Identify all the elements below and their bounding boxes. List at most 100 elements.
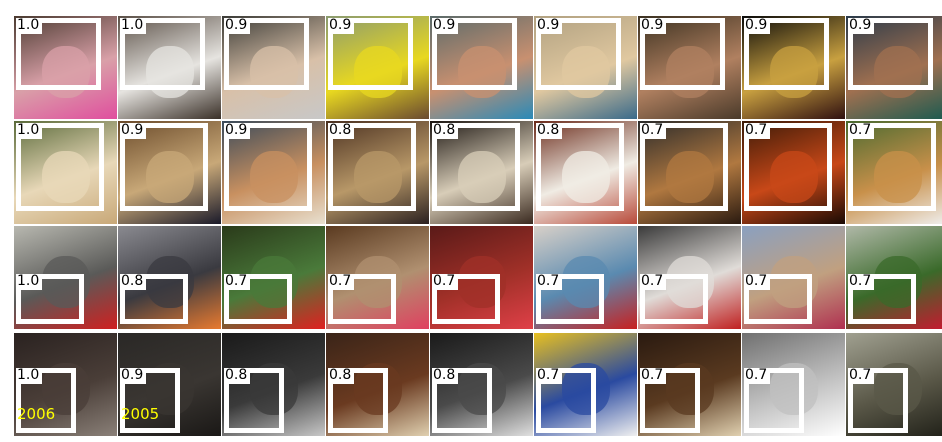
image-thumbnail: 0.7: [534, 226, 637, 329]
image-thumbnail: 0.7: [430, 226, 533, 329]
score-label: 1.0: [16, 368, 43, 384]
image-thumbnail: 0.7: [742, 121, 845, 224]
score-label: 0.8: [328, 123, 355, 139]
image-thumbnail: 0.7: [326, 226, 429, 329]
detection-box: [848, 123, 936, 211]
score-label: 0.7: [328, 274, 355, 290]
score-label: 0.7: [432, 274, 459, 290]
detection-box: [120, 368, 180, 433]
image-thumbnail: 0.8: [222, 333, 325, 436]
detection-box: [744, 18, 829, 90]
detection-box: [640, 274, 708, 324]
image-thumbnail: 0.9: [222, 16, 325, 119]
score-label: 0.8: [328, 368, 355, 384]
image-thumbnail: 0.7: [638, 333, 741, 436]
detection-box: [536, 18, 621, 90]
score-label: 0.7: [848, 123, 875, 139]
score-label: 0.9: [640, 18, 667, 34]
score-label: 1.0: [16, 274, 43, 290]
image-thumbnail: 0.9: [118, 121, 221, 224]
subject-shape: [666, 151, 714, 203]
image-thumbnail: 0.8: [430, 333, 533, 436]
image-thumbnail: 0.9: [638, 16, 741, 119]
detection-box: [848, 368, 908, 433]
score-label: 0.9: [224, 18, 251, 34]
image-thumbnail: 0.7: [846, 121, 942, 224]
subject-shape: [146, 151, 194, 203]
detection-box: [848, 274, 916, 324]
image-thumbnail: 0.7: [742, 333, 845, 436]
image-thumbnail: 1.0: [14, 16, 117, 119]
detection-box: [224, 274, 292, 324]
detection-box: [640, 18, 725, 90]
image-thumbnail: 1.0: [14, 121, 117, 224]
image-thumbnail: 0.9: [742, 16, 845, 119]
detection-box: [744, 123, 832, 211]
image-thumbnail: 0.9: [430, 16, 533, 119]
score-label: 0.7: [536, 368, 563, 384]
detection-box: [432, 368, 492, 433]
detection-box: [224, 123, 312, 211]
detection-box: [744, 274, 812, 324]
image-thumbnail: 0.9: [846, 16, 942, 119]
subject-shape: [250, 151, 298, 203]
subject-shape: [770, 151, 818, 203]
score-label: 0.7: [744, 274, 771, 290]
detection-box: [640, 368, 700, 433]
subject-shape: [458, 151, 506, 203]
detection-box: [536, 368, 596, 433]
score-label: 1.0: [16, 123, 43, 139]
subject-shape: [42, 151, 90, 203]
score-label: 0.9: [432, 18, 459, 34]
image-thumbnail: 2005 0.9: [118, 333, 221, 436]
score-label: 0.8: [536, 123, 563, 139]
score-label: 1.0: [16, 18, 43, 34]
detection-box: [848, 18, 933, 90]
score-label: 0.7: [536, 274, 563, 290]
score-label: 0.7: [640, 368, 667, 384]
detection-results-grid: 1.0 1.0 0.9 0.9 0.9 0.9 0.9 0.9 0.9 1.0 0.9 0.9 0.8 0…: [14, 8, 942, 438]
detection-box: [328, 368, 388, 433]
image-thumbnail: 0.7: [638, 226, 741, 329]
image-thumbnail: 0.9: [534, 16, 637, 119]
detection-box: [120, 18, 205, 90]
image-thumbnail: 1.0: [14, 226, 117, 329]
image-thumbnail: 0.7: [638, 121, 741, 224]
score-label: 0.9: [744, 18, 771, 34]
score-label: 0.9: [224, 123, 251, 139]
score-label: 0.8: [224, 368, 251, 384]
score-label: 0.7: [640, 123, 667, 139]
image-thumbnail: 1.0: [118, 16, 221, 119]
detection-box: [120, 123, 208, 211]
detection-box: [432, 123, 520, 211]
image-thumbnail: 0.7: [742, 226, 845, 329]
detection-box: [224, 368, 284, 433]
score-label: 0.7: [744, 123, 771, 139]
subject-shape: [562, 151, 610, 203]
detection-box: [120, 274, 188, 324]
detection-box: [432, 18, 517, 90]
detection-box: [328, 274, 396, 324]
image-thumbnail: 0.8: [534, 121, 637, 224]
score-label: 0.8: [432, 123, 459, 139]
score-label: 0.7: [640, 274, 667, 290]
detection-box: [328, 18, 413, 90]
row-text: 2006 1.0 2005 0.9 0.8 0.8 0.8 0.7 0.7 0.7 0.7: [14, 333, 942, 436]
image-thumbnail: 0.7: [846, 333, 942, 436]
detection-box: [16, 123, 104, 211]
score-label: 0.7: [848, 274, 875, 290]
detection-box: [744, 368, 804, 433]
score-label: 1.0: [120, 18, 147, 34]
detection-box: [536, 123, 624, 211]
subject-shape: [354, 151, 402, 203]
subject-shape: [874, 151, 922, 203]
scene-text: 2005: [121, 405, 160, 423]
detection-box: [16, 274, 84, 324]
detection-box: [536, 274, 604, 324]
detection-box: [16, 18, 101, 90]
image-thumbnail: 0.9: [222, 121, 325, 224]
detection-box: [432, 274, 500, 324]
score-label: 0.9: [120, 368, 147, 384]
detection-box: [224, 18, 309, 90]
score-label: 0.9: [120, 123, 147, 139]
